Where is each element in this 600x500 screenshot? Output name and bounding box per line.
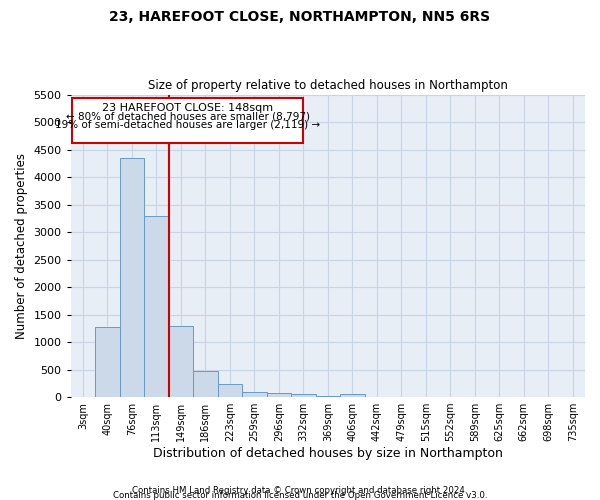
Title: Size of property relative to detached houses in Northampton: Size of property relative to detached ho…: [148, 79, 508, 92]
Bar: [119, 158, 144, 397]
Bar: [242, 392, 266, 397]
Bar: [193, 370, 218, 397]
Bar: [218, 384, 242, 397]
Bar: [316, 396, 340, 397]
Bar: [340, 394, 365, 397]
X-axis label: Distribution of detached houses by size in Northampton: Distribution of detached houses by size …: [153, 447, 503, 460]
Text: ← 80% of detached houses are smaller (8,797): ← 80% of detached houses are smaller (8,…: [65, 112, 310, 122]
Bar: [144, 216, 169, 397]
Text: Contains HM Land Registry data © Crown copyright and database right 2024.: Contains HM Land Registry data © Crown c…: [132, 486, 468, 495]
Bar: [169, 326, 193, 397]
Text: Contains public sector information licensed under the Open Government Licence v3: Contains public sector information licen…: [113, 491, 487, 500]
Text: 23, HAREFOOT CLOSE, NORTHAMPTON, NN5 6RS: 23, HAREFOOT CLOSE, NORTHAMPTON, NN5 6RS: [109, 10, 491, 24]
Text: 19% of semi-detached houses are larger (2,119) →: 19% of semi-detached houses are larger (…: [55, 120, 320, 130]
Bar: [291, 394, 316, 397]
Bar: [266, 392, 291, 397]
Bar: [72, 98, 304, 143]
Bar: [95, 326, 119, 397]
Y-axis label: Number of detached properties: Number of detached properties: [15, 153, 28, 339]
Text: 23 HAREFOOT CLOSE: 148sqm: 23 HAREFOOT CLOSE: 148sqm: [102, 103, 273, 113]
